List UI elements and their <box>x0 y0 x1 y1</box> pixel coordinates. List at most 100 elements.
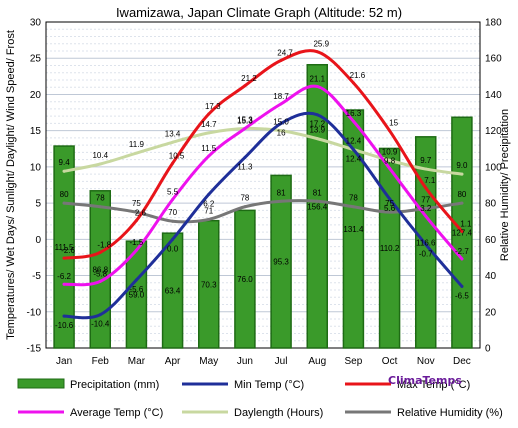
precipitation-bar <box>378 147 401 349</box>
min-temp-c-label: 11.3 <box>237 162 253 171</box>
legend-label-relative-humidity: Relative Humidity (%) <box>397 407 503 419</box>
average-temp-c-point <box>315 84 319 88</box>
average-temp-c-point <box>460 257 464 261</box>
max-temp-c-label: 10.5 <box>169 151 185 160</box>
max-temp-c-line <box>62 49 464 260</box>
y-axis-right-ticks: 0 20 40 60 80 100 120 140 160 180 <box>485 18 502 355</box>
relative-humidity-point <box>315 199 319 203</box>
daylength-hours-label: 13.4 <box>165 129 181 138</box>
x-tick-label: Jul <box>275 356 288 367</box>
min-temp-c-point <box>134 278 138 282</box>
relative-humidity-point <box>424 207 428 211</box>
max-temp-c-point <box>315 50 319 54</box>
daylength-hours-point <box>134 151 138 155</box>
average-temp-c-point <box>62 282 66 286</box>
x-tick-label: Feb <box>92 356 110 367</box>
max-temp-c-point <box>424 186 428 190</box>
legend-label-precipitation-mm: Precipitation (mm) <box>70 379 159 391</box>
average-temp-c-label: 15.3 <box>237 116 253 125</box>
max-temp-c-point <box>207 112 211 116</box>
min-temp-c-label: 17.2 <box>309 120 325 129</box>
legend-label-average-temp-c: Average Temp (°C) <box>70 407 163 419</box>
precipitation-bar <box>234 209 256 349</box>
x-tick-label: Mar <box>128 356 146 367</box>
precipitation-bar <box>89 190 111 349</box>
average-temp-c-label: 11.5 <box>201 144 217 153</box>
average-temp-c-point <box>388 166 392 170</box>
relative-humidity-point <box>207 217 211 221</box>
min-temp-c-label: -10.4 <box>91 320 110 329</box>
min-temp-c-label: -0.7 <box>419 249 433 258</box>
legend-label-min-temp-c: Min Temp (°C) <box>234 379 304 391</box>
precipitation-mm-label: 86.8 <box>92 265 108 274</box>
max-temp-c-point <box>134 218 138 222</box>
y-axis-left-ticks: -15 -10 -5 0 5 10 15 20 25 30 <box>27 18 42 355</box>
relative-humidity-label: 80 <box>60 190 69 199</box>
average-temp-c-point <box>243 126 247 130</box>
max-temp-c-label: 21.2 <box>241 74 257 83</box>
relative-humidity-label: 80 <box>457 190 466 199</box>
average-temp-c-point <box>171 197 175 201</box>
legend: Precipitation (mm) Min Temp (°C) Max Temp … <box>17 378 503 419</box>
x-tick-label: Oct <box>382 356 398 367</box>
daylength-hours-point <box>207 131 211 135</box>
min-temp-c-point <box>351 148 355 152</box>
min-temp-c-point <box>460 284 464 288</box>
data-labels: 111.5 86.8 59.0 63.4 70.3 76.0 95.3 156.4 131.4 1… <box>55 40 473 330</box>
average-temp-c-label: -6.2 <box>57 272 71 281</box>
grid <box>46 28 480 342</box>
precipitation-mm-label: 110.2 <box>380 244 400 253</box>
average-temp-c-label: 3.2 <box>420 204 432 213</box>
x-tick-label: May <box>199 356 218 367</box>
min-temp-c-point <box>424 242 428 246</box>
daylength-hours-label: 15.0 <box>273 118 289 127</box>
min-temp-c-point <box>62 314 66 318</box>
y-tick-right: 160 <box>485 54 502 65</box>
min-temp-c-point <box>171 237 175 241</box>
min-temp-c-label: -5.6 <box>130 285 144 294</box>
min-temp-c-label: 16 <box>277 128 286 137</box>
y-axis-right-label: Relative Humidity/ Precipitation <box>499 109 511 261</box>
average-temp-c-point <box>98 279 102 283</box>
min-temp-c-point <box>243 155 247 159</box>
precipitation-mm-label: 131.4 <box>343 225 364 234</box>
x-tick-label: Jun <box>237 356 253 367</box>
relative-humidity-label: 77 <box>421 196 430 205</box>
average-temp-c-point <box>134 248 138 252</box>
daylength-hours-point <box>424 167 428 171</box>
precipitation-bar <box>125 240 148 349</box>
legend-label-max-temp-c: Max Temp (°C) <box>397 379 470 391</box>
precipitation-bar <box>161 232 184 349</box>
legend-label-daylength-hours: Daylength (Hours) <box>234 407 323 419</box>
y-tick-right: 120 <box>485 126 502 137</box>
brand-logo: ClimaTemps <box>388 374 462 387</box>
daylength-hours-point <box>388 158 392 162</box>
precipitation-bar <box>270 174 292 349</box>
precipitation-mm-label: 127.4 <box>452 229 473 238</box>
average-temp-c-point <box>279 102 283 106</box>
y-tick-right: 0 <box>485 344 491 355</box>
min-temp-c-label: -6.5 <box>455 291 469 300</box>
precipitation-mm-label: 95.3 <box>273 258 289 267</box>
daylength-hours-label: 15.3 <box>237 115 253 124</box>
average-temp-c-point <box>351 119 355 123</box>
max-temp-c-point <box>243 84 247 88</box>
max-temp-c-label: 1.1 <box>460 219 472 228</box>
daylength-hours-label: 9.4 <box>59 158 71 167</box>
relative-humidity-label: 75 <box>385 199 394 208</box>
precipitation-bar <box>306 63 328 349</box>
max-temp-c-point <box>279 58 283 62</box>
min-temp-c-point <box>98 313 102 317</box>
y-tick-left: 20 <box>30 90 42 101</box>
relative-humidity-point <box>279 199 283 203</box>
daylength-hours-point <box>98 162 102 166</box>
min-temp-c-label: 12.4 <box>346 155 362 164</box>
relative-humidity-label: 81 <box>313 188 322 197</box>
average-temp-c-line <box>62 84 464 287</box>
y-tick-right: 60 <box>485 235 497 246</box>
min-temp-c-point <box>388 197 392 201</box>
average-temp-c-label: -5.8 <box>93 269 107 278</box>
relative-humidity-label: 78 <box>96 194 105 203</box>
average-temp-c-label: 18.7 <box>273 92 289 101</box>
